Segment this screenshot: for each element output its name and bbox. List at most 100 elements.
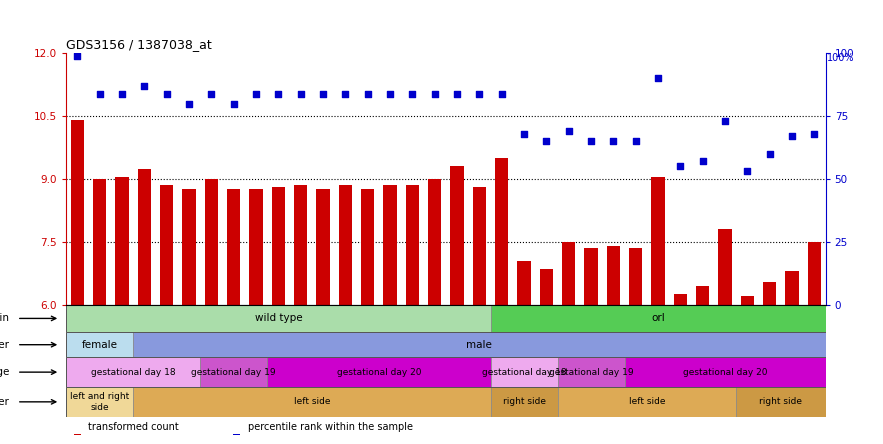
Bar [205, 179, 218, 305]
Point [360, 90, 374, 97]
Bar [233, 434, 240, 435]
Point [696, 158, 710, 165]
Text: gestational day 19: gestational day 19 [548, 368, 633, 377]
Point [651, 75, 665, 82]
Text: 100%: 100% [827, 53, 855, 63]
Bar [557, 357, 624, 387]
Bar [585, 248, 598, 305]
Text: gestational day 20: gestational day 20 [336, 368, 421, 377]
Bar [93, 179, 107, 305]
Point [383, 90, 397, 97]
Point [607, 138, 621, 145]
Text: gestational day 18: gestational day 18 [482, 368, 566, 377]
Bar [785, 271, 799, 305]
Point [405, 90, 419, 97]
Bar [674, 294, 687, 305]
Text: gestational day 18: gestational day 18 [91, 368, 176, 377]
Bar [66, 305, 491, 332]
Bar [808, 242, 821, 305]
Bar [491, 357, 557, 387]
Text: right side: right side [759, 397, 803, 406]
Point [316, 90, 330, 97]
Bar [557, 387, 736, 417]
Text: left side: left side [294, 397, 330, 406]
Bar [200, 357, 268, 387]
Point [227, 100, 241, 107]
Text: age: age [0, 367, 9, 377]
Bar [607, 246, 620, 305]
Point [540, 138, 554, 145]
Bar [763, 281, 776, 305]
Point [629, 138, 643, 145]
Bar [491, 305, 826, 332]
Bar [361, 190, 374, 305]
Bar [133, 387, 491, 417]
Point [517, 130, 532, 137]
Bar [116, 177, 129, 305]
Bar [383, 185, 396, 305]
Point [472, 90, 487, 97]
Text: orl: orl [652, 313, 665, 323]
Text: male: male [466, 340, 493, 350]
Text: wild type: wild type [254, 313, 302, 323]
Point [338, 90, 352, 97]
Point [718, 118, 732, 125]
Point [115, 90, 129, 97]
Point [71, 52, 85, 59]
Text: other: other [0, 397, 9, 407]
Bar [495, 158, 509, 305]
Text: percentile rank within the sample: percentile rank within the sample [248, 422, 412, 432]
Bar [491, 387, 557, 417]
Bar [428, 179, 442, 305]
Bar [624, 357, 826, 387]
Bar [540, 269, 553, 305]
Bar [160, 185, 173, 305]
Bar [719, 229, 732, 305]
Bar [450, 166, 464, 305]
Bar [74, 434, 80, 435]
Text: transformed count: transformed count [88, 422, 179, 432]
Point [182, 100, 196, 107]
Text: left side: left side [629, 397, 665, 406]
Point [763, 151, 777, 158]
Text: GDS3156 / 1387038_at: GDS3156 / 1387038_at [66, 38, 212, 51]
Bar [66, 387, 133, 417]
Bar [66, 357, 200, 387]
Point [138, 83, 152, 90]
Bar [517, 261, 531, 305]
Text: gestational day 19: gestational day 19 [192, 368, 276, 377]
Point [584, 138, 598, 145]
Point [249, 90, 263, 97]
Text: gestational day 20: gestational day 20 [683, 368, 767, 377]
Bar [316, 190, 329, 305]
Bar [272, 187, 285, 305]
Bar [472, 187, 487, 305]
Bar [227, 190, 240, 305]
Bar [741, 296, 754, 305]
Bar [183, 190, 196, 305]
Bar [268, 357, 491, 387]
Point [740, 168, 754, 175]
Bar [249, 190, 263, 305]
Point [204, 90, 218, 97]
Point [785, 133, 799, 140]
Text: right side: right side [502, 397, 546, 406]
Point [562, 128, 576, 135]
Point [450, 90, 464, 97]
Text: female: female [82, 340, 117, 350]
Text: gender: gender [0, 340, 9, 350]
Bar [71, 120, 84, 305]
Bar [405, 185, 419, 305]
Bar [339, 185, 352, 305]
Point [93, 90, 107, 97]
Point [294, 90, 308, 97]
Bar [138, 169, 151, 305]
Point [160, 90, 174, 97]
Bar [562, 242, 576, 305]
Bar [294, 185, 307, 305]
Point [427, 90, 442, 97]
Bar [696, 286, 709, 305]
Point [494, 90, 509, 97]
Bar [652, 177, 665, 305]
Point [807, 130, 821, 137]
